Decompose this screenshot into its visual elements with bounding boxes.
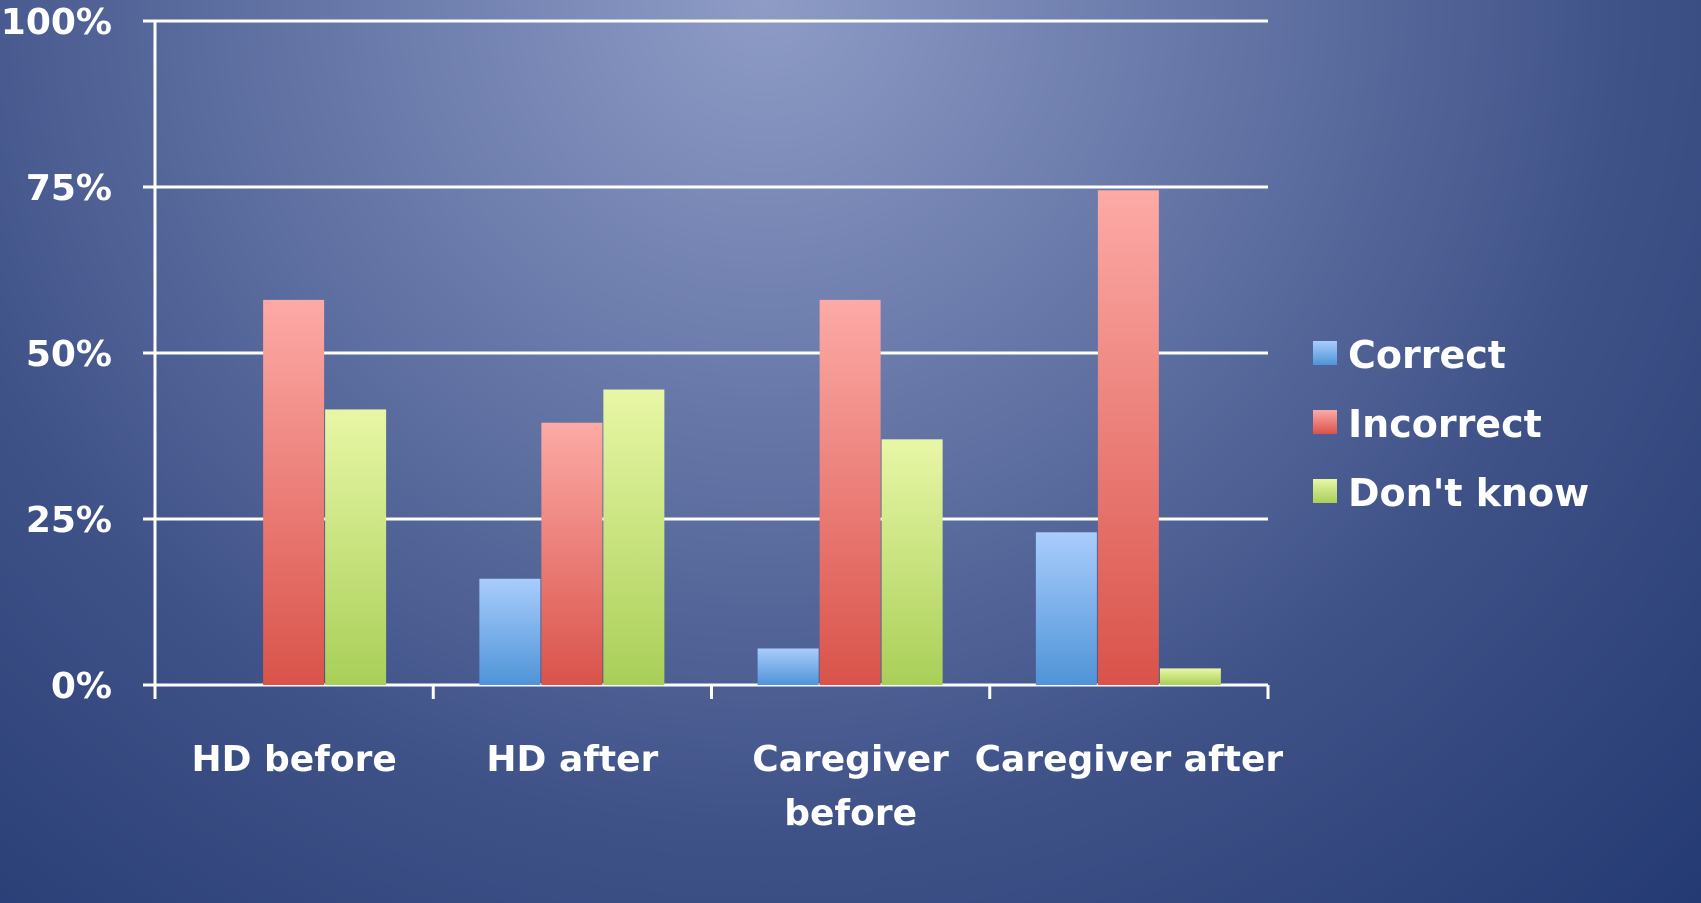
y-tick-label: 75% — [26, 168, 112, 209]
legend: Correct Incorrect Don't know — [1313, 333, 1589, 515]
y-tick-label: 50% — [26, 334, 112, 375]
bar-incorrect — [263, 299, 325, 685]
bars — [263, 190, 1221, 685]
bar-correct — [1035, 532, 1097, 685]
bar-correct — [757, 648, 819, 685]
legend-label: Don't know — [1348, 471, 1589, 515]
bar-don-t-know — [325, 409, 387, 685]
axes — [153, 21, 1270, 699]
x-category-label: Caregiver after — [975, 739, 1284, 780]
legend-swatch — [1313, 479, 1337, 503]
y-tick-label: 0% — [51, 666, 112, 707]
x-axis-category-labels: HD before HD after Caregiver before Caregive… — [191, 739, 1283, 834]
legend-label: Incorrect — [1348, 402, 1542, 446]
y-axis-tick-labels: 0% 25% 50% 75% 100% — [1, 2, 112, 707]
bar-don-t-know — [1159, 668, 1221, 685]
bar-don-t-know — [603, 389, 665, 685]
legend-label: Correct — [1348, 333, 1506, 377]
x-category-label: HD before — [191, 739, 396, 780]
y-tick-label: 25% — [26, 500, 112, 541]
bar-incorrect — [1097, 190, 1159, 685]
bar-incorrect — [819, 299, 881, 685]
bar-correct — [479, 578, 541, 685]
legend-swatch — [1313, 410, 1337, 434]
x-category-label: Caregiver before — [752, 739, 949, 834]
y-tick-label: 100% — [1, 2, 112, 43]
x-category-label: HD after — [486, 739, 658, 780]
bar-incorrect — [541, 422, 603, 685]
legend-swatch — [1313, 341, 1337, 365]
bar-don-t-know — [881, 439, 943, 685]
